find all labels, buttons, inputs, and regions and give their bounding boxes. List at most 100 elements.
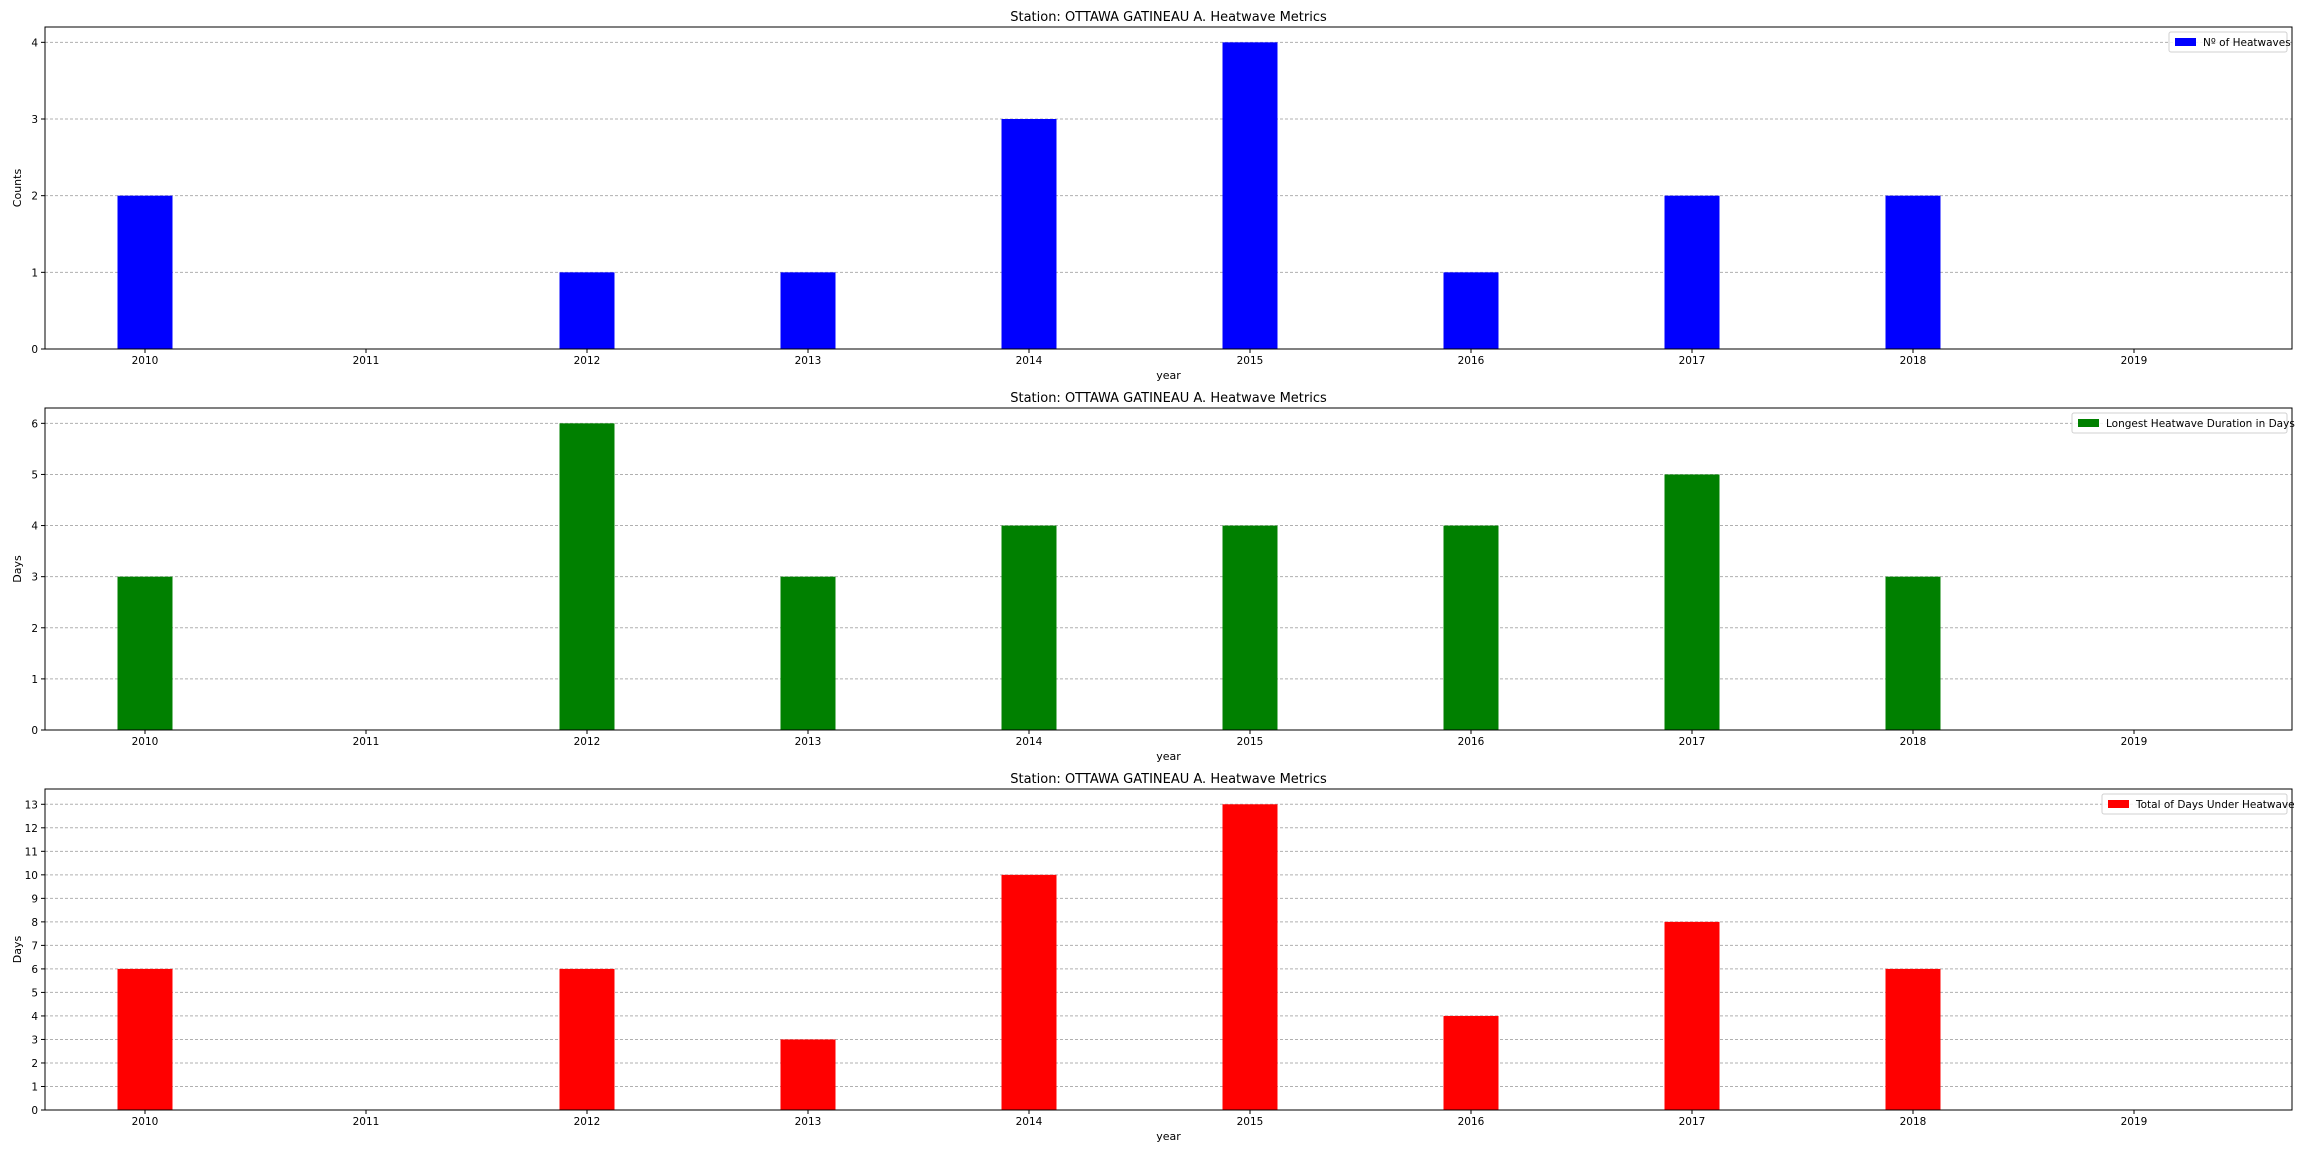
subplot-1: 0 1 2 3 4 2010 2011 2012 2013 2014 2015 2016 2017 201… [11, 10, 2293, 382]
bar-2016 [1443, 1015, 1499, 1110]
y-tick-label: 3 [31, 1034, 38, 1046]
bar-2018 [1885, 195, 1941, 349]
axes-frame [44, 407, 2293, 731]
legend-swatch [2078, 419, 2099, 427]
legend: Longest Heatwave Duration in Days [2071, 412, 2295, 434]
axes-frame [44, 788, 2293, 1111]
x-tick-label: 2019 [2121, 1116, 2148, 1128]
y-tick-label: 13 [25, 799, 38, 811]
legend-label: Total of Days Under Heatwave [2135, 799, 2295, 811]
y-tick-label: 2 [31, 191, 38, 203]
bar-2013 [780, 272, 836, 349]
bar-2014 [1001, 874, 1057, 1110]
legend-swatch [2108, 800, 2129, 808]
x-tick-label: 2014 [1016, 736, 1043, 748]
x-tick-label: 2014 [1016, 355, 1043, 367]
y-tick-label: 1 [31, 674, 38, 686]
x-tick-label: 2010 [132, 355, 159, 367]
y-tick-label: 9 [31, 893, 38, 905]
legend-frame [2071, 412, 2288, 434]
bar-2015 [1222, 525, 1278, 730]
legend-swatch [2175, 38, 2196, 46]
bar-2013 [780, 576, 836, 730]
bar-2010 [117, 968, 173, 1110]
x-tick-label: 2019 [2121, 736, 2148, 748]
x-axis-label: year [1156, 750, 1181, 763]
x-tick-label: 2018 [1900, 1116, 1927, 1128]
y-tick-label: 6 [31, 418, 38, 430]
y-tick-label: 2 [31, 623, 38, 635]
bar-2013 [780, 1039, 836, 1110]
x-tick-label: 2018 [1900, 355, 1927, 367]
y-tick-label: 0 [31, 1105, 38, 1117]
axes-frame [44, 26, 2293, 350]
y-tick-label: 5 [31, 469, 38, 481]
y-axis-label: Days [11, 555, 24, 583]
y-tick-label: 1 [31, 267, 38, 279]
y-tick-label: 7 [31, 940, 38, 952]
x-tick-label: 2018 [1900, 736, 1927, 748]
bar-2017 [1664, 921, 1720, 1110]
chart-title: Station: OTTAWA GATINEAU A. Heatwave Met… [1010, 391, 1327, 406]
legend-frame [2101, 793, 2288, 815]
legend-label: Nº of Heatwaves [2203, 37, 2291, 49]
bar-2018 [1885, 576, 1941, 730]
y-tick-label: 11 [25, 846, 38, 858]
x-tick-label: 2013 [795, 355, 822, 367]
x-tick-label: 2017 [1679, 1116, 1706, 1128]
legend-label: Longest Heatwave Duration in Days [2106, 418, 2295, 430]
bar-2016 [1443, 525, 1499, 730]
x-tick-label: 2010 [132, 1116, 159, 1128]
legend: Nº of Heatwaves [2168, 31, 2291, 53]
bar-2014 [1001, 119, 1057, 349]
x-tick-label: 2011 [353, 355, 380, 367]
bar-2010 [117, 576, 173, 730]
x-tick-label: 2016 [1458, 736, 1485, 748]
x-axis-label: year [1156, 369, 1181, 382]
y-tick-label: 8 [31, 917, 38, 929]
y-tick-label: 1 [31, 1081, 38, 1093]
y-tick-label: 2 [31, 1058, 38, 1070]
y-tick-label: 3 [31, 114, 38, 126]
x-tick-label: 2012 [574, 736, 601, 748]
x-tick-label: 2013 [795, 1116, 822, 1128]
subplot-2: 0 1 2 3 4 5 6 2010 2011 2012 2013 2014 2015 2016 2017 2… [11, 391, 2295, 763]
y-tick-label: 3 [31, 572, 38, 584]
x-tick-label: 2017 [1679, 355, 1706, 367]
y-tick-label: 4 [31, 521, 38, 533]
y-tick-label: 4 [31, 1011, 38, 1023]
y-axis-label: Counts [11, 169, 24, 208]
x-tick-label: 2014 [1016, 1116, 1043, 1128]
x-tick-label: 2019 [2121, 355, 2148, 367]
y-tick-label: 0 [31, 344, 38, 356]
y-axis-label: Days [11, 936, 24, 964]
bar-2015 [1222, 42, 1278, 349]
x-tick-label: 2011 [353, 1116, 380, 1128]
x-tick-label: 2012 [574, 355, 601, 367]
y-tick-label: 10 [25, 870, 38, 882]
bar-2017 [1664, 195, 1720, 349]
x-tick-label: 2011 [353, 736, 380, 748]
bar-2012 [559, 968, 615, 1110]
bar-2018 [1885, 968, 1941, 1110]
y-tick-label: 4 [31, 37, 38, 49]
x-tick-label: 2015 [1237, 736, 1264, 748]
x-tick-label: 2016 [1458, 1116, 1485, 1128]
x-tick-label: 2013 [795, 736, 822, 748]
x-tick-label: 2015 [1237, 355, 1264, 367]
x-tick-label: 2010 [132, 736, 159, 748]
x-tick-label: 2017 [1679, 736, 1706, 748]
legend: Total of Days Under Heatwave [2101, 793, 2295, 815]
bar-2017 [1664, 474, 1720, 730]
y-tick-label: 5 [31, 987, 38, 999]
y-tick-label: 0 [31, 725, 38, 737]
bar-2012 [559, 272, 615, 349]
x-axis-label: year [1156, 1130, 1181, 1143]
x-tick-label: 2016 [1458, 355, 1485, 367]
chart-title: Station: OTTAWA GATINEAU A. Heatwave Met… [1010, 772, 1327, 787]
x-tick-label: 2012 [574, 1116, 601, 1128]
bar-2014 [1001, 525, 1057, 730]
bar-2016 [1443, 272, 1499, 349]
legend-frame [2168, 31, 2288, 53]
